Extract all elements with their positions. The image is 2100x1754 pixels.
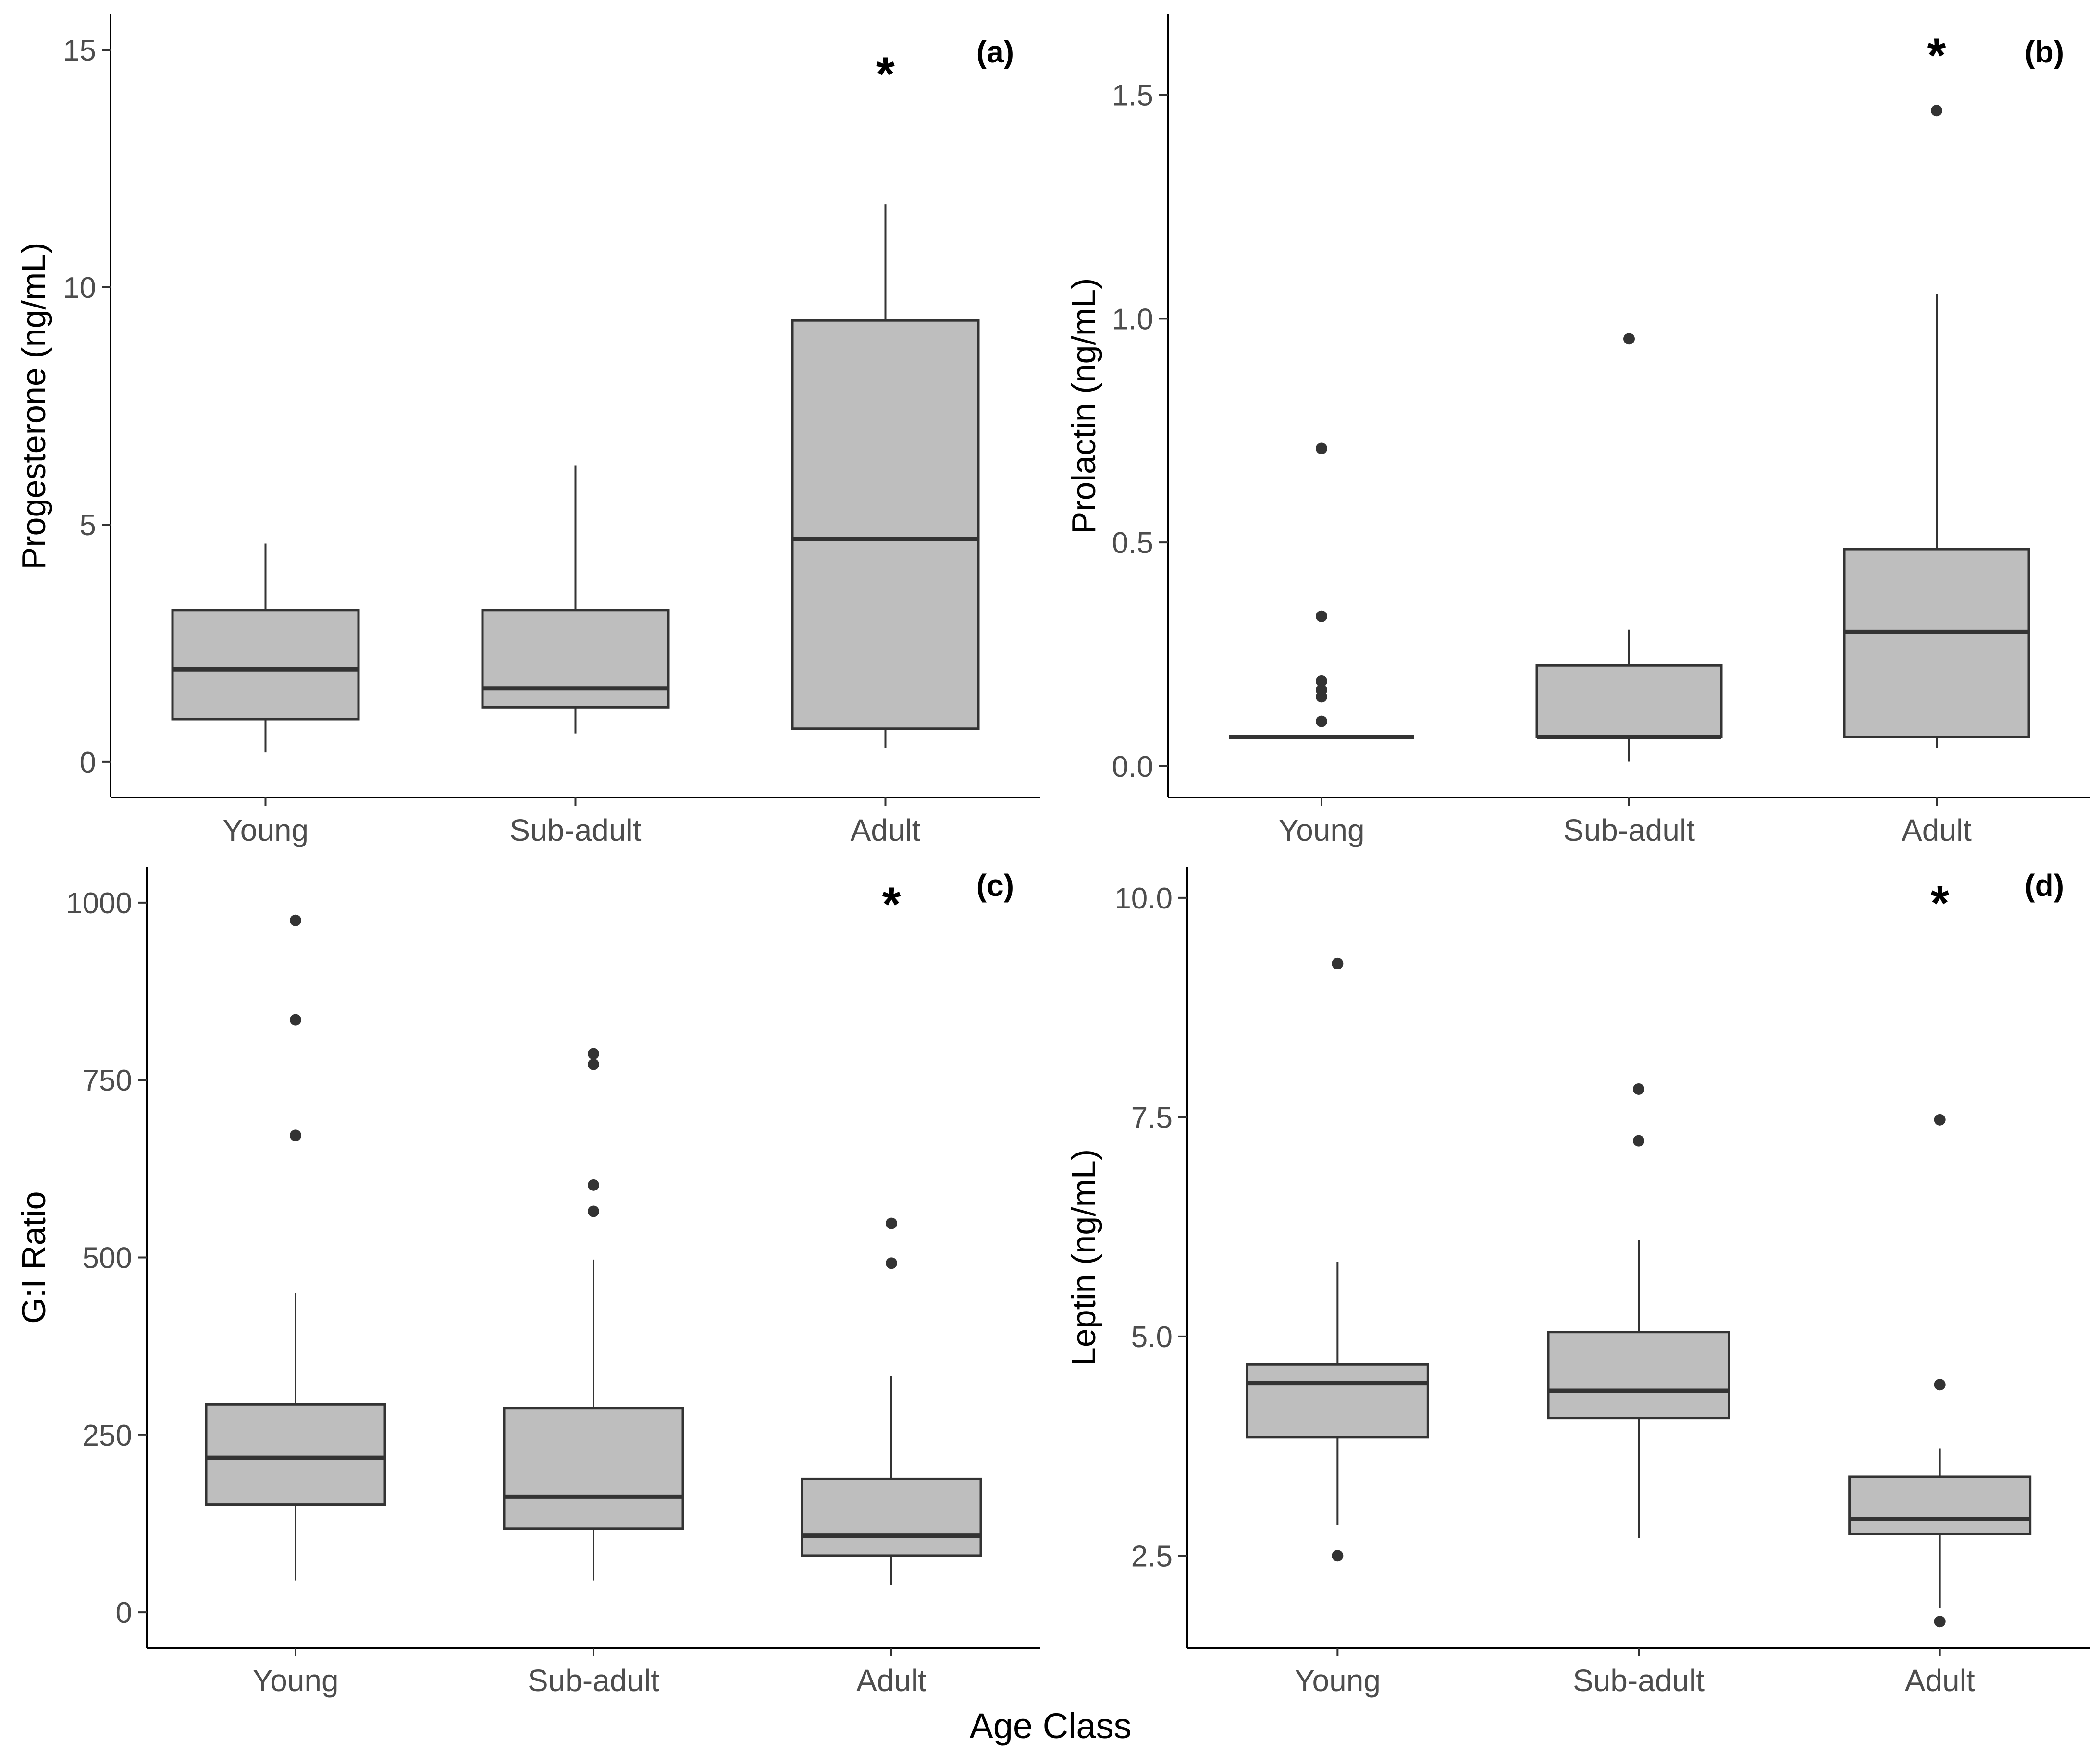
x-tick-label: Sub-adult	[510, 813, 642, 847]
box-sub-adult	[503, 1048, 684, 1581]
box-adult	[1848, 1114, 2032, 1628]
y-tick-label: 0	[116, 1596, 132, 1630]
outlier-point	[1316, 610, 1327, 622]
outlier-point	[886, 1257, 897, 1269]
x-tick-label: Adult	[856, 1663, 926, 1698]
y-tick-label: 750	[83, 1064, 132, 1097]
outlier-point	[1332, 957, 1344, 969]
y-tick-label: 0.0	[1112, 750, 1153, 784]
outlier-point	[1316, 684, 1327, 696]
outlier-point	[290, 1014, 301, 1026]
y-axis-label: Leptin (ng/mL)	[1065, 1149, 1102, 1366]
significance-marker: *	[1930, 876, 1949, 930]
outlier-point	[1931, 105, 1942, 117]
y-tick-label: 1.5	[1112, 79, 1153, 112]
outlier-point	[588, 1048, 599, 1060]
iqr-box	[1535, 664, 1723, 738]
panel-b: 0.0 0.5 1.0 1.5 Young Sub-adult Adult Prolactin…	[1065, 14, 2090, 847]
y-tick-label: 5	[80, 509, 96, 542]
x-tick-label: Sub-adult	[528, 1663, 659, 1698]
outlier-point	[1934, 1379, 1946, 1391]
panel-label: (a)	[976, 35, 1014, 69]
iqr-box	[171, 609, 360, 721]
panel-label: (d)	[2025, 868, 2064, 903]
outlier-point	[1332, 1550, 1344, 1562]
panel-label: (b)	[2025, 35, 2064, 69]
y-axis-label: Prolactin (ng/mL)	[1065, 278, 1102, 534]
iqr-box	[503, 1407, 684, 1530]
y-tick-label: 15	[63, 34, 96, 67]
x-tick-label: Adult	[1905, 1663, 1975, 1698]
iqr-box	[1547, 1331, 1730, 1420]
box-adult	[791, 204, 980, 748]
outlier-point	[1934, 1114, 1946, 1126]
shared-x-axis-label: Age Class	[969, 1706, 1131, 1746]
box-adult	[1843, 105, 2030, 748]
x-tick-label: Adult	[1902, 813, 1972, 847]
significance-marker: *	[1927, 29, 1946, 83]
panel-a: 0 5 10 15 Young Sub-adult Adult Progesterone (n…	[15, 14, 1040, 847]
outlier-point	[1934, 1616, 1946, 1628]
box-adult	[801, 1217, 982, 1585]
y-tick-label: 0.5	[1112, 527, 1153, 560]
y-tick-label: 10	[63, 271, 96, 305]
panel-label: (c)	[976, 868, 1014, 903]
iqr-box	[481, 609, 670, 709]
outlier-point	[1633, 1135, 1644, 1147]
outlier-point	[588, 1205, 599, 1217]
box-sub-adult	[1535, 333, 1723, 762]
iqr-box	[791, 319, 980, 730]
outlier-point	[290, 914, 301, 926]
x-tick-label: Young	[252, 1663, 338, 1698]
panel-d: 2.5 5.0 7.5 10.0 Young Sub-adult Adult Leptin (…	[1065, 867, 2090, 1698]
iqr-box	[205, 1403, 386, 1506]
y-tick-label: 1000	[66, 887, 132, 920]
y-tick-label: 5.0	[1131, 1321, 1173, 1354]
y-tick-label: 1.0	[1112, 303, 1153, 336]
iqr-box	[1848, 1475, 2032, 1535]
outlier-point	[1316, 675, 1327, 687]
box-young	[205, 914, 386, 1581]
y-tick-label: 7.5	[1131, 1101, 1173, 1134]
x-tick-label: Young	[222, 813, 309, 847]
significance-marker: *	[876, 48, 895, 101]
y-tick-label: 500	[83, 1242, 132, 1275]
x-tick-label: Adult	[851, 813, 921, 847]
x-tick-label: Sub-adult	[1573, 1663, 1705, 1698]
iqr-box	[1843, 548, 2030, 738]
panel-c: 0 250 500 750 1000 Young Sub-adult Adult G:I Rat…	[15, 867, 1040, 1698]
y-tick-label: 250	[83, 1419, 132, 1452]
outlier-point	[1316, 715, 1327, 727]
outlier-point	[290, 1129, 301, 1141]
outlier-point	[588, 1179, 599, 1191]
x-tick-label: Young	[1278, 813, 1364, 847]
box-young	[1229, 442, 1414, 739]
x-tick-label: Sub-adult	[1563, 813, 1695, 847]
y-tick-label: 10.0	[1114, 882, 1173, 915]
y-tick-label: 0	[80, 746, 96, 779]
outlier-point	[1316, 442, 1327, 454]
y-tick-label: 2.5	[1131, 1540, 1173, 1573]
y-axis-label: G:I Ratio	[15, 1191, 52, 1324]
significance-marker: *	[882, 877, 901, 931]
box-young	[171, 543, 360, 753]
outlier-point	[1633, 1083, 1644, 1095]
box-young	[1246, 957, 1429, 1562]
box-sub-adult	[481, 465, 670, 734]
outlier-point	[886, 1217, 897, 1229]
x-tick-label: Young	[1295, 1663, 1381, 1698]
outlier-point	[1623, 333, 1635, 345]
y-axis-label: Progesterone (ng/mL)	[15, 243, 52, 570]
iqr-box	[1246, 1363, 1429, 1439]
box-sub-adult	[1547, 1083, 1730, 1538]
iqr-box	[801, 1477, 982, 1557]
outlier-point	[588, 1058, 599, 1070]
